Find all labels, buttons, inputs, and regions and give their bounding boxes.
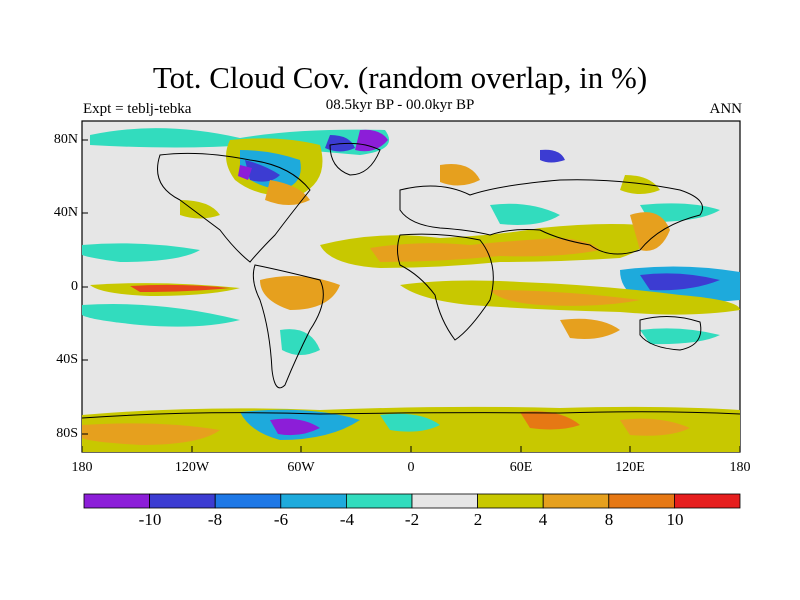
colorbar-swatch bbox=[542, 493, 610, 509]
colorbar-swatch bbox=[280, 493, 347, 509]
map-title: Tot. Cloud Cov. (random overlap, in %) bbox=[152, 60, 648, 95]
colorbar-label: -10 bbox=[138, 510, 162, 529]
axis-ticks bbox=[81, 139, 741, 452]
anomaly-field bbox=[82, 128, 740, 452]
colorbar-swatch bbox=[411, 493, 478, 509]
colorbar-label: -2 bbox=[404, 510, 420, 529]
lon-tick-label: 0 bbox=[407, 460, 415, 475]
colorbar-label: -6 bbox=[273, 510, 289, 529]
colorbar-label: -4 bbox=[339, 510, 355, 529]
lon-tick-label: 60E bbox=[509, 460, 533, 475]
colorbar-swatch bbox=[149, 493, 216, 509]
colorbar-swatch bbox=[674, 493, 741, 509]
colorbar-label: -8 bbox=[207, 510, 223, 529]
lon-tick-label: 180 bbox=[729, 460, 751, 475]
colorbar-swatch bbox=[214, 493, 282, 509]
colorbar-label: 10 bbox=[666, 510, 684, 529]
lat-tick-label: 80N bbox=[53, 132, 78, 147]
lat-tick-label: 40S bbox=[56, 352, 78, 367]
lat-tick-label: 0 bbox=[71, 279, 78, 294]
colorbar-swatch bbox=[477, 493, 544, 509]
colorbar-label: 4 bbox=[538, 510, 548, 529]
lon-tick-label: 120W bbox=[174, 460, 210, 475]
period-label: 08.5kyr BP - 00.0kyr BP bbox=[325, 97, 475, 113]
coastlines bbox=[81, 142, 741, 419]
colorbar-swatch bbox=[83, 493, 150, 509]
lon-tick-label: 180 bbox=[71, 460, 93, 475]
lat-tick-label: 80S bbox=[56, 426, 78, 441]
lon-tick-label: 120E bbox=[615, 460, 645, 475]
colorbar-label: 8 bbox=[604, 510, 614, 529]
lon-tick-label: 60W bbox=[287, 460, 315, 475]
colorbar-swatch bbox=[345, 493, 413, 509]
season-label: ANN bbox=[709, 101, 743, 117]
colorbar-swatch bbox=[608, 493, 675, 509]
experiment-label: Expt = teblj-tebka bbox=[83, 101, 192, 117]
colorbar-label: 2 bbox=[473, 510, 483, 529]
lat-tick-label: 40N bbox=[53, 205, 78, 220]
colorbar bbox=[83, 493, 741, 509]
